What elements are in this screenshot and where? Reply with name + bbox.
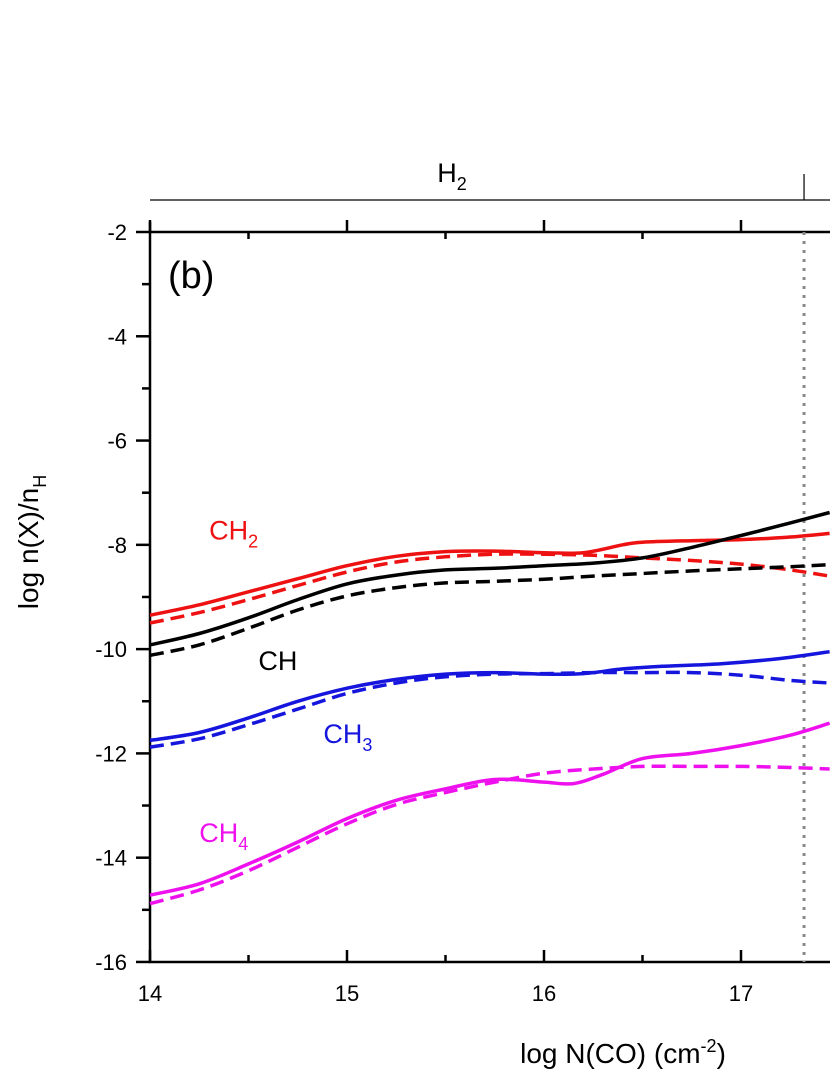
series-ch2-dashed	[149, 552, 830, 625]
series-ch4-solid	[149, 721, 830, 897]
series-ch3-solid	[149, 649, 830, 743]
series-group	[149, 510, 830, 906]
x-tick-label: 15	[335, 981, 359, 1006]
x-tick-label: 14	[138, 981, 162, 1006]
tick-labels: 14 15 16 17 -2 -4 -6 -8 -10 -12 -14 -16	[95, 220, 753, 1006]
series-ch4-dashed	[149, 764, 830, 906]
x-tick-label: 16	[532, 981, 556, 1006]
series-ch3-dashed	[149, 670, 830, 749]
series-labels: CH2 CH CH3 CH4	[199, 516, 372, 854]
y-tick-label: -6	[107, 429, 127, 454]
series-label-ch3: CH3	[323, 719, 372, 755]
top-bar-label: H2	[437, 158, 467, 194]
y-tick-label: -10	[95, 637, 127, 662]
top-bar: H2	[150, 158, 830, 201]
series-ch-solid	[149, 510, 830, 647]
x-tick-label: 17	[729, 981, 753, 1006]
y-tick-label: -8	[107, 533, 127, 558]
series-label-ch4: CH4	[199, 818, 248, 854]
series-label-ch2: CH2	[209, 516, 258, 552]
y-tick-label: -4	[107, 324, 127, 349]
y-tick-label: -16	[95, 950, 127, 975]
series-label-ch: CH	[258, 646, 297, 676]
y-tick-label: -12	[95, 741, 127, 766]
panel-label: (b)	[168, 255, 214, 297]
y-axis-label: log n(X)/nH	[13, 475, 50, 609]
y-tick-label: -14	[95, 846, 127, 871]
ticks	[136, 220, 743, 964]
y-tick-label: -2	[107, 220, 127, 245]
axes: 14 15 16 17 -2 -4 -6 -8 -10 -12 -14 -16	[95, 220, 830, 1006]
x-axis-label: log N(CO) (cm-2)	[520, 1036, 726, 1069]
series-ch-dashed	[149, 562, 830, 658]
